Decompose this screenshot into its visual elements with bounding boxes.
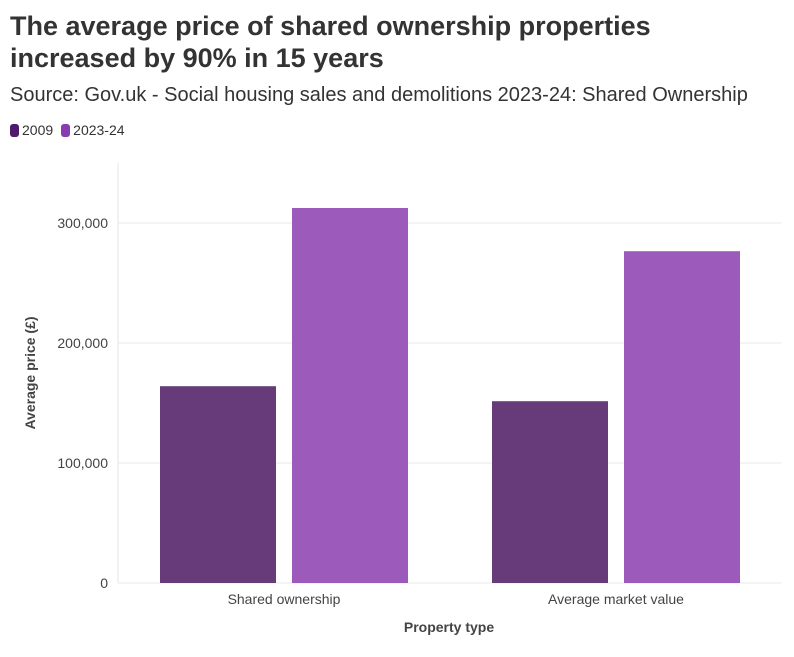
chart-subtitle: Source: Gov.uk - Social housing sales an… — [10, 84, 748, 106]
legend-label: 2009 — [22, 122, 54, 138]
legend-item-2023-24[interactable]: 2023-24 — [61, 122, 125, 138]
x-tick-label: Average market value — [548, 591, 684, 607]
legend-swatch — [61, 123, 71, 137]
x-axis-title: Property type — [404, 619, 494, 635]
x-tick-label: Shared ownership — [228, 591, 341, 607]
chart-title: The average price of shared ownership pr… — [10, 11, 651, 73]
legend: 2009 2023-24 — [10, 122, 125, 138]
legend-item-2009[interactable]: 2009 — [10, 122, 53, 138]
y-tick-label: 300,000 — [57, 215, 108, 231]
bar-2023-24-1[interactable] — [624, 251, 740, 583]
legend-label: 2023-24 — [73, 122, 125, 138]
y-tick-label: 0 — [100, 575, 108, 591]
y-tick-label: 100,000 — [57, 455, 108, 471]
y-tick-label: 200,000 — [57, 335, 108, 351]
y-axis-title: Average price (£) — [22, 316, 38, 429]
bar-2009-1[interactable] — [492, 401, 608, 583]
legend-swatch — [10, 123, 19, 137]
bar-2009-0[interactable] — [160, 386, 276, 583]
bar-2023-24-0[interactable] — [292, 208, 408, 583]
